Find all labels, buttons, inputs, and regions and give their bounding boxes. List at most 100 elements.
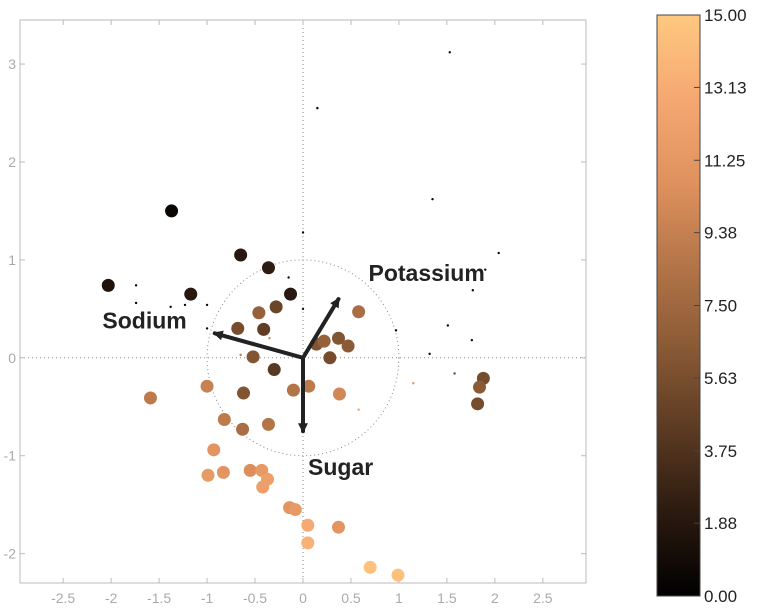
data-point [471,289,474,292]
loading-label: Potassium [368,260,484,286]
data-point [184,287,198,301]
data-point [317,334,331,348]
data-point [261,417,275,431]
data-point [301,307,305,311]
data-point [267,363,281,377]
data-point [217,412,231,426]
data-point [165,204,179,218]
data-point [412,382,415,385]
data-point [261,261,275,275]
y-tick-label: 3 [8,56,16,72]
loading-arrow [301,297,341,360]
data-point [243,463,257,477]
y-tick-label: 2 [8,154,16,170]
colorbar: 0.00 1.88 3.75 5.63 7.50 9.38 11.25 13.13 15.00 [656,6,747,606]
data-point [207,443,221,457]
data-point [302,379,316,393]
loading-vectors: Potassium Sodium Sugar [102,260,484,480]
data-point [301,231,305,234]
data-point [341,339,355,353]
data-point [216,465,230,479]
data-point [269,300,283,314]
x-tick-label: -2 [105,590,118,606]
data-point [134,284,138,287]
x-tick-label: -1.5 [147,590,171,606]
data-point [473,380,487,394]
data-point [301,518,315,532]
data-point [236,422,250,436]
data-point [257,322,271,336]
data-point [231,321,245,335]
y-axis-ticks: -2 -1 0 1 2 3 [4,56,586,562]
data-point [332,387,346,401]
data-point [268,337,271,340]
x-tick-label: 1.5 [437,590,457,606]
reference-lines [20,20,586,583]
colorbar-tick-label: 3.75 [704,442,737,461]
x-tick-label: -2.5 [51,590,75,606]
loading-label: Sodium [102,307,186,333]
data-point [484,268,487,271]
colorbar-tick-label: 11.25 [704,151,745,170]
data-point [183,303,187,307]
colorbar-tick-label: 5.63 [704,369,737,388]
colorbar-tick-label: 7.50 [704,297,737,316]
unit-circle [206,259,400,457]
data-point [446,324,450,327]
y-tick-label: -2 [4,546,17,562]
data-point [205,327,209,330]
loading-label: Sugar [308,454,373,480]
x-tick-label: -0.5 [243,590,267,606]
data-point [256,480,270,494]
data-point [134,301,138,305]
unit-circle-path [206,259,400,457]
data-point [205,303,209,307]
data-point [331,331,345,345]
data-point [331,520,345,534]
x-axis-ticks: -2.5 -2 -1.5 -1 -0.5 0 0.5 1 1.5 2 2.5 [51,20,553,606]
data-point [301,536,315,550]
colorbar-gradient [656,14,701,597]
y-tick-label: 1 [8,252,16,268]
x-tick-label: 2 [491,590,499,606]
data-point [497,251,500,255]
x-tick-label: 2.5 [533,590,553,606]
data-point [169,305,172,309]
colorbar-tick-label: 13.13 [704,78,747,97]
colorbar-ticks: 0.00 1.88 3.75 5.63 7.50 9.38 11.25 13.13 15.00 [694,6,747,606]
data-point [316,106,319,110]
data-point [357,408,360,411]
data-point [200,379,214,393]
data-point [288,503,302,517]
data-point [239,353,242,357]
x-tick-label: 0 [299,590,307,606]
data-points [101,51,500,582]
data-point [234,248,248,262]
data-point [471,397,485,411]
y-tick-label: 0 [8,350,16,366]
data-point [363,560,377,574]
data-point [140,312,144,315]
data-point [284,287,298,301]
data-point [428,352,431,356]
data-point [470,338,474,342]
data-point [252,306,266,320]
data-point [246,350,260,364]
data-point [323,351,337,365]
data-point [286,383,300,397]
x-tick-label: -1 [201,590,214,606]
data-point [201,468,215,482]
colorbar-tick-label: 0.00 [704,587,737,606]
data-point [352,305,366,319]
data-point [453,372,456,375]
x-tick-label: 1 [395,590,403,606]
data-point [101,278,115,292]
data-point [287,276,290,279]
colorbar-tick-label: 1.88 [704,514,737,533]
data-point [394,329,398,332]
x-tick-label: 0.5 [341,590,361,606]
loading-arrow [212,330,305,360]
colorbar-tick-label: 9.38 [704,224,737,243]
data-point [448,51,451,54]
